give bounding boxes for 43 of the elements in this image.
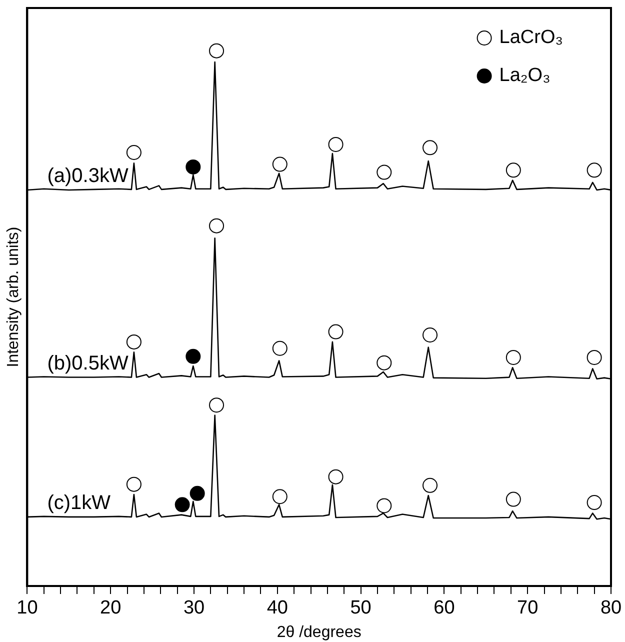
- point: [126, 145, 142, 160]
- point: [126, 334, 142, 350]
- x-tick-label: 10: [16, 598, 38, 619]
- point: [186, 159, 201, 174]
- legend-label: LaCrO₃: [499, 27, 564, 48]
- x-tick-label: 70: [517, 598, 538, 619]
- series-label: (a)0.3kW: [47, 164, 128, 187]
- point: [209, 43, 224, 58]
- point: [376, 164, 392, 180]
- point: [586, 162, 602, 178]
- point: [506, 350, 521, 365]
- point: [376, 355, 392, 370]
- y-axis-title: Intensity (arb. units): [5, 226, 22, 368]
- point: [272, 489, 288, 504]
- point: [174, 497, 190, 512]
- series-label: (c)1kW: [47, 492, 111, 514]
- point: [209, 218, 224, 234]
- point: [328, 136, 344, 152]
- point: [126, 476, 142, 492]
- x-axis-title: 2θ /degrees: [276, 624, 362, 641]
- x-tick-label: 60: [434, 598, 455, 619]
- point: [186, 348, 201, 364]
- point: [586, 350, 602, 365]
- point: [209, 398, 224, 413]
- point: [506, 162, 521, 178]
- series-label: (b)0.5kW: [47, 352, 128, 374]
- point: [376, 498, 392, 514]
- x-tick-label: 50: [350, 598, 372, 619]
- point: [422, 140, 438, 156]
- point: [272, 340, 288, 356]
- point: [190, 486, 205, 501]
- legend-label: La₂O₃: [499, 65, 550, 86]
- point: [586, 495, 602, 510]
- point: [422, 478, 438, 493]
- x-tick-label: 40: [266, 598, 288, 619]
- x-tick-label: 30: [183, 598, 205, 619]
- x-tick-label: 20: [100, 598, 122, 619]
- point: [328, 469, 344, 484]
- point: [328, 324, 344, 340]
- point: [422, 328, 438, 342]
- point: [272, 156, 288, 172]
- point: [506, 492, 521, 507]
- x-tick-label: 80: [600, 598, 622, 619]
